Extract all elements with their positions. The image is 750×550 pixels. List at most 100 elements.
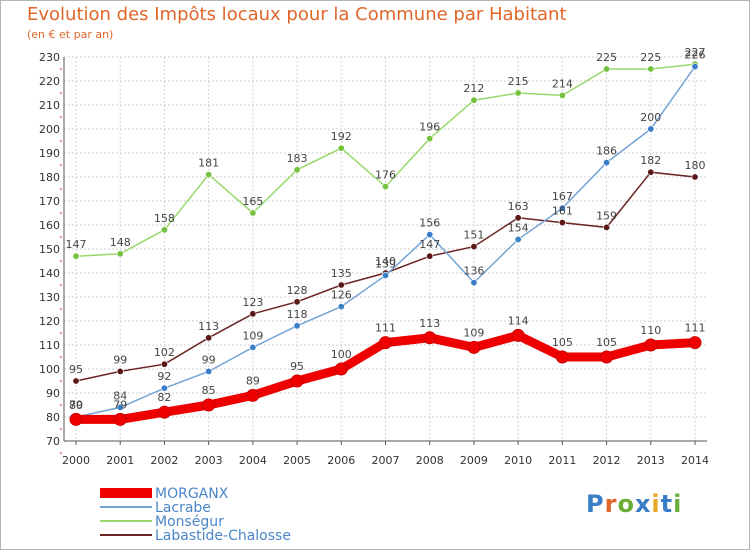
data-point [290, 374, 304, 388]
data-label: 226 [685, 49, 706, 62]
data-label: 182 [640, 154, 661, 167]
series-group [69, 60, 702, 426]
legend-label: Labastide-Chalosse [155, 528, 291, 544]
data-point [511, 328, 525, 342]
data-point [293, 298, 301, 306]
data-label: 95 [290, 360, 304, 373]
data-point [205, 171, 213, 179]
data-point [600, 350, 614, 364]
data-point [647, 168, 655, 176]
data-point [113, 412, 127, 426]
data-point [555, 350, 569, 364]
data-label: 200 [640, 111, 661, 124]
data-label: 225 [640, 51, 661, 64]
data-label: 100 [331, 348, 352, 361]
data-point [205, 367, 213, 375]
data-point [157, 405, 171, 419]
y-tick-label: 80 [46, 411, 60, 424]
y-tick-label: 200 [39, 123, 60, 136]
data-label: 183 [287, 152, 308, 165]
x-tick-label: 2003 [195, 454, 223, 467]
data-point [72, 377, 80, 385]
data-point [205, 334, 213, 342]
data-label: 181 [198, 157, 219, 170]
data-label: 161 [552, 205, 573, 218]
data-point [691, 63, 699, 71]
data-label: 159 [596, 209, 617, 222]
x-tick-label: 2001 [106, 454, 134, 467]
data-point [72, 252, 80, 260]
legend-label: Lacrabe [155, 500, 211, 516]
data-label: 80 [69, 399, 83, 412]
data-label: 163 [508, 200, 529, 213]
data-label: 123 [242, 296, 263, 309]
legend-swatch [100, 488, 152, 498]
data-point [603, 159, 611, 167]
data-point [558, 91, 566, 99]
legend-label: Monségur [155, 514, 224, 530]
data-label: 135 [331, 267, 352, 280]
data-point [160, 384, 168, 392]
data-point [603, 223, 611, 231]
data-point [246, 388, 260, 402]
data-label: 156 [419, 217, 440, 230]
x-tick-label: 2000 [62, 454, 90, 467]
data-point [293, 322, 301, 330]
x-tick-label: 2002 [150, 454, 178, 467]
data-point [423, 331, 437, 345]
data-label: 114 [508, 314, 529, 327]
data-label: 148 [110, 236, 131, 249]
data-point [426, 252, 434, 260]
y-tick-label: 120 [39, 315, 60, 328]
data-point [160, 226, 168, 234]
x-tick-label: 2014 [681, 454, 709, 467]
data-point [470, 96, 478, 104]
x-tick-label: 2005 [283, 454, 311, 467]
data-point [337, 281, 345, 289]
data-point [558, 219, 566, 227]
data-point [202, 398, 216, 412]
data-label: 111 [685, 322, 706, 335]
data-point [644, 338, 658, 352]
y-tick-label: 100 [39, 363, 60, 376]
y-tick-label: 160 [39, 219, 60, 232]
y-tick-label: 210 [39, 99, 60, 112]
data-label: 89 [246, 374, 260, 387]
data-point [160, 360, 168, 368]
data-point [334, 362, 348, 376]
data-label: 196 [419, 121, 440, 134]
data-label: 84 [113, 389, 127, 402]
data-point [647, 65, 655, 73]
y-tick-label: 170 [39, 195, 60, 208]
data-label: 92 [157, 370, 171, 383]
x-tick-label: 2013 [637, 454, 665, 467]
data-label: 110 [640, 324, 661, 337]
data-point [337, 303, 345, 311]
data-label: 136 [463, 265, 484, 278]
y-tick-label: 110 [39, 339, 60, 352]
data-label: 180 [685, 159, 706, 172]
y-tick-label: 70 [46, 435, 60, 448]
data-label: 176 [375, 169, 396, 182]
data-point [116, 250, 124, 258]
data-point [379, 336, 392, 350]
y-tick-label: 180 [39, 171, 60, 184]
data-point [426, 231, 434, 239]
data-point [558, 204, 566, 212]
data-point [514, 235, 522, 243]
data-point [603, 65, 611, 73]
axes: 7080901001101201301401501601701801902002… [39, 51, 709, 467]
legend-label: MORGANX [155, 486, 229, 502]
data-label: 85 [202, 384, 216, 397]
y-tick-label: 190 [39, 147, 60, 160]
data-label: 99 [202, 353, 216, 366]
data-point [116, 367, 124, 375]
data-label: 151 [463, 229, 484, 242]
y-tick-label: 230 [39, 51, 60, 64]
y-tick-label: 90 [46, 387, 60, 400]
x-tick-label: 2009 [460, 454, 488, 467]
data-label: 95 [69, 363, 83, 376]
data-label: 113 [198, 320, 219, 333]
